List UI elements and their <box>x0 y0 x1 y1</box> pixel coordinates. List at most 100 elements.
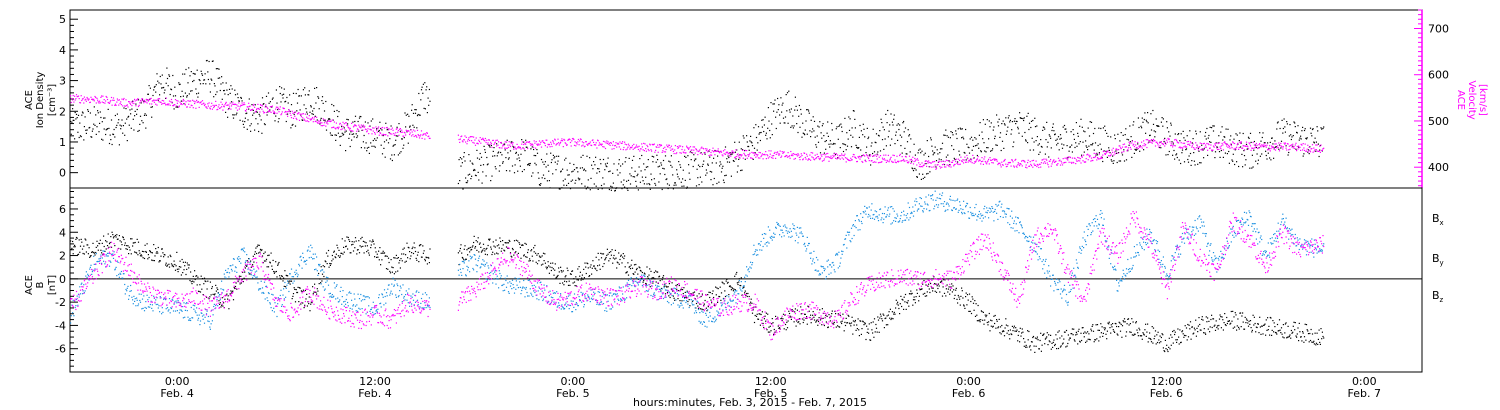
ion-density-series-point <box>384 156 386 158</box>
velocity-series-point <box>494 142 496 144</box>
ion-density-series-point <box>1152 109 1154 112</box>
ion-density-series-point <box>715 162 717 164</box>
ion-density-series-point <box>199 83 202 85</box>
velocity-series-point <box>1118 145 1120 147</box>
ion-density-series-point <box>531 146 533 148</box>
velocity-series-point <box>239 106 241 108</box>
ion-density-series-point <box>1170 122 1172 124</box>
series-bx-point <box>241 278 243 281</box>
series-bx-point <box>468 247 470 249</box>
ion-density-series-point <box>1238 165 1240 168</box>
series-bx-point <box>464 245 466 247</box>
velocity-series-point <box>630 147 632 149</box>
series-bx-point <box>717 301 719 303</box>
series-bx-point <box>233 286 235 289</box>
ion-density-series-point <box>630 175 632 177</box>
velocity-series-point <box>1166 141 1168 143</box>
ion-density-series-point <box>580 156 582 158</box>
velocity-series-point <box>723 153 725 155</box>
velocity-series-point <box>463 139 465 141</box>
velocity-series-point <box>1021 165 1023 167</box>
velocity-series-point <box>653 143 655 145</box>
ion-density-series-point <box>188 93 190 95</box>
velocity-series-point <box>1199 146 1201 148</box>
ion-density-series-point <box>908 135 910 137</box>
series-bx-point <box>212 293 214 295</box>
velocity-series-point <box>844 153 846 155</box>
velocity-series-point <box>357 129 359 131</box>
velocity-series-point <box>476 142 479 144</box>
series-bx-point <box>812 314 814 316</box>
series-bx-point <box>382 250 384 252</box>
velocity-series-point <box>1076 160 1078 162</box>
velocity-series-point <box>502 145 504 147</box>
velocity-series-point <box>666 144 668 146</box>
ion-density-series-point <box>275 115 277 117</box>
velocity-series-point <box>585 141 587 143</box>
velocity-series-point <box>148 99 150 101</box>
series-bx-point <box>788 312 791 315</box>
velocity-series-point <box>1321 149 1323 152</box>
velocity-series-point <box>519 146 521 148</box>
velocity-series-point <box>717 148 719 150</box>
ion-density-series-point <box>424 82 426 84</box>
velocity-series-point <box>124 105 126 107</box>
ion-density-series-point <box>850 146 853 148</box>
ion-density-series-point <box>1030 126 1032 129</box>
velocity-series-point <box>742 157 744 159</box>
velocity-series-point <box>678 146 680 148</box>
velocity-series-point <box>615 142 617 144</box>
ion-density-series-point <box>763 130 765 133</box>
ion-density-series-point <box>1108 149 1110 151</box>
velocity-series-point <box>548 143 550 146</box>
ion-density-series-point <box>230 101 233 103</box>
ion-density-series-point <box>658 181 660 183</box>
velocity-series-point <box>797 153 799 155</box>
ion-density-series-point <box>1042 129 1044 131</box>
velocity-series-point <box>760 155 762 158</box>
ion-density-series-point <box>544 161 546 163</box>
ion-density-series-point <box>1160 121 1162 123</box>
velocity-series-point <box>699 149 701 151</box>
series-bx-point <box>602 265 604 268</box>
velocity-series-point <box>936 164 938 166</box>
velocity-series-point <box>336 127 338 129</box>
velocity-series-point <box>405 129 407 131</box>
velocity-series-point <box>419 135 421 137</box>
velocity-series-point <box>236 104 238 106</box>
ion-density-series-point <box>304 94 306 96</box>
series-bx-point <box>530 250 532 252</box>
series-bx-point <box>215 284 217 286</box>
velocity-series-point <box>957 158 959 160</box>
velocity-series-point <box>736 154 738 156</box>
velocity-series-point <box>133 102 135 105</box>
series-bx-point <box>317 290 319 292</box>
series-bx-point <box>383 252 386 254</box>
ion-density-series-point <box>568 174 570 176</box>
ion-density-series-point <box>1100 127 1102 130</box>
series-bx-point <box>709 291 711 294</box>
velocity-series-point <box>328 120 330 122</box>
velocity-series-point <box>935 168 937 170</box>
velocity-series-point <box>887 160 889 162</box>
ion-density-series-point <box>548 180 550 182</box>
velocity-series-point <box>196 99 198 101</box>
velocity-series-point <box>550 143 552 145</box>
series-bx-point <box>545 266 547 268</box>
velocity-series-point <box>221 106 223 108</box>
velocity-series-point <box>1206 142 1208 145</box>
velocity-series-point <box>776 151 778 154</box>
ion-density-series-point <box>205 83 207 85</box>
series-bx-point <box>636 267 638 270</box>
ion-density-series-point <box>1164 142 1166 144</box>
series-bx-point <box>242 271 244 273</box>
ion-density-series-point <box>134 110 136 112</box>
ion-density-series-point <box>1311 135 1313 137</box>
bottom-ytick-label: 6 <box>59 203 66 216</box>
velocity-series-point <box>536 144 539 146</box>
ion-density-series-point <box>1022 118 1024 120</box>
ion-density-series-point <box>803 133 805 135</box>
ion-density-series-point <box>1090 121 1093 123</box>
series-bx-point <box>580 279 582 281</box>
ion-density-series-point <box>296 110 298 112</box>
